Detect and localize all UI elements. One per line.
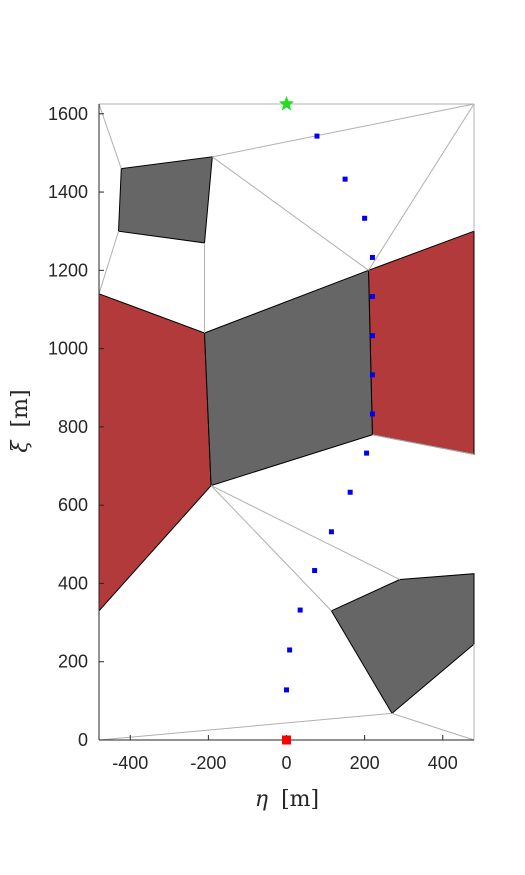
y-tick-label: 800 (58, 417, 88, 437)
path-point (364, 450, 370, 456)
y-tick-label: 400 (58, 573, 88, 593)
region-obstacle-gray-5 (330, 573, 475, 715)
path-point (297, 607, 303, 613)
region-obstacle-gray-4 (203, 269, 373, 487)
path-point (342, 176, 348, 182)
path-point (314, 133, 320, 139)
region-obstacle-red-2 (367, 230, 475, 455)
y-tick-label: 1400 (48, 182, 88, 202)
y-tick-label: 1600 (48, 104, 88, 124)
edge-line-4 (211, 156, 369, 271)
path-point (369, 411, 375, 417)
tick-labels-layer: -400 -200 0 200 400 0 200 400 600 800 1000 1200 1400… (48, 104, 458, 773)
y-axis-symbol: ξ (8, 439, 33, 453)
x-axis-unit: [m] (281, 787, 319, 812)
path-point (369, 294, 375, 300)
edge-line-13 (391, 712, 475, 741)
edge-line-10 (210, 485, 401, 580)
path-point (369, 333, 375, 339)
edge-line-11 (210, 485, 332, 612)
region-obstacle-gray-3 (117, 156, 213, 244)
x-axis-label: η [m] (255, 787, 319, 812)
y-tick-label: 0 (78, 730, 88, 750)
y-tick-label: 1200 (48, 260, 88, 280)
y-axis-label: ξ [m] (8, 389, 33, 452)
y-tick-label: 200 (58, 652, 88, 672)
path-point (287, 647, 293, 653)
x-axis-symbol: η (255, 787, 268, 812)
x-tick-label: 200 (350, 753, 380, 773)
y-tick-label: 1000 (48, 339, 88, 359)
x-tick-label: 400 (428, 753, 458, 773)
x-tick-label: -400 (112, 753, 148, 773)
regions-layer (98, 156, 475, 715)
path-point (312, 568, 318, 574)
path-point (328, 529, 334, 535)
path-point (362, 215, 368, 221)
path-point (369, 372, 375, 378)
x-tick-label: -200 (190, 753, 226, 773)
edge-line-1 (98, 103, 122, 169)
points-layer (278, 95, 375, 745)
edge-line-9 (372, 434, 475, 455)
edge-line-7 (368, 103, 475, 271)
y-axis-unit: [m] (8, 389, 33, 427)
y-tick-label: 600 (58, 495, 88, 515)
path-point (369, 254, 375, 260)
edge-line-3 (212, 103, 475, 158)
x-tick-label: 0 (281, 753, 291, 773)
path-point (284, 687, 289, 693)
edge-line-6 (98, 231, 120, 294)
path-point (347, 489, 353, 495)
edge-line-12 (98, 712, 393, 741)
goal-star-marker (278, 95, 295, 111)
start-marker (282, 735, 291, 745)
